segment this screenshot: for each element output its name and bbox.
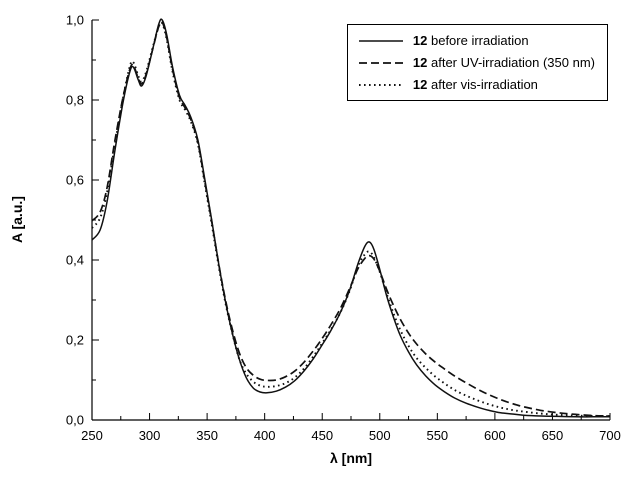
svg-text:1,0: 1,0 [66,13,84,28]
svg-text:0,0: 0,0 [66,413,84,428]
compound-number: 12 [412,33,428,48]
svg-text:0,4: 0,4 [66,253,84,268]
legend-text: before irradiation [427,33,529,48]
svg-text:600: 600 [484,428,506,443]
legend: 12 before irradiation 12 after UV-irradi… [346,24,608,101]
legend-label: 12 before irradiation [413,33,529,48]
svg-text:700: 700 [599,428,621,443]
legend-label: 12 after UV-irradiation (350 nm) [413,55,595,70]
svg-text:0,8: 0,8 [66,93,84,108]
dotted-line-icon [358,83,403,86]
compound-number: 12 [412,77,428,92]
dashed-line-icon [358,61,403,64]
svg-text:0,6: 0,6 [66,173,84,188]
legend-item-after-uv-irradiation: 12 after UV-irradiation (350 nm) [358,55,595,70]
y-axis-title: A [a.u.] [9,196,25,244]
compound-number: 12 [412,55,428,70]
svg-text:650: 650 [542,428,564,443]
svg-text:400: 400 [254,428,276,443]
x-axis-title: λ [nm] [330,450,372,466]
legend-label: 12 after vis-irradiation [413,77,538,92]
svg-text:350: 350 [196,428,218,443]
svg-text:250: 250 [81,428,103,443]
svg-text:0,2: 0,2 [66,333,84,348]
legend-item-after-vis-irradiation: 12 after vis-irradiation [358,77,595,92]
svg-text:300: 300 [139,428,161,443]
svg-text:500: 500 [369,428,391,443]
legend-text: after UV-irradiation (350 nm) [427,55,595,70]
legend-item-before-irradiation: 12 before irradiation [358,33,595,48]
svg-text:550: 550 [426,428,448,443]
legend-text: after vis-irradiation [427,77,538,92]
solid-line-icon [358,39,403,42]
svg-text:450: 450 [311,428,333,443]
